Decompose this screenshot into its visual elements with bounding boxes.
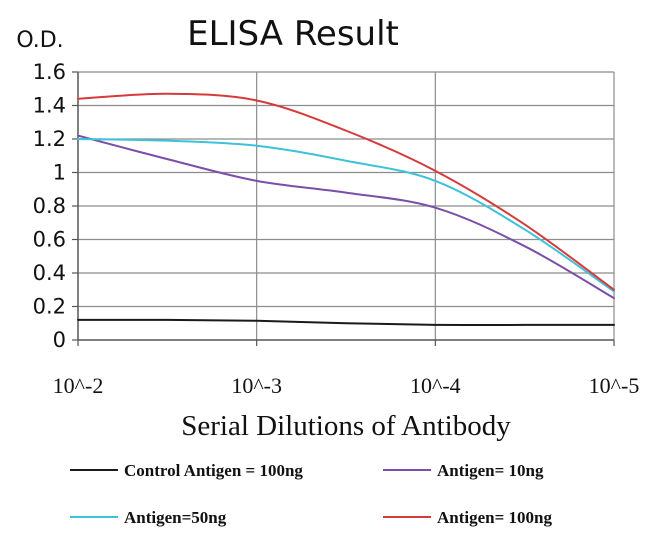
legend-label-1: Antigen= 10ng bbox=[437, 461, 544, 480]
y-tick-label: 0.2 bbox=[33, 295, 66, 319]
y-tick-label: 0.4 bbox=[33, 261, 66, 285]
series-line-3 bbox=[77, 92, 615, 291]
series-line-1 bbox=[77, 134, 615, 300]
x-tick-label: 10^-4 bbox=[410, 373, 461, 398]
y-axis-label: O.D. bbox=[16, 28, 63, 53]
legend: Control Antigen = 100ng Antigen= 10ng Anti… bbox=[70, 461, 553, 527]
y-tick-label: 1.4 bbox=[33, 94, 66, 118]
y-tick-label: 1.6 bbox=[33, 60, 66, 84]
chart-title: ELISA Result bbox=[187, 14, 399, 54]
y-tick-label: 1.2 bbox=[33, 127, 66, 151]
series-lines bbox=[77, 92, 615, 327]
y-tick-label: 0.6 bbox=[33, 228, 66, 252]
y-tick-label: 1 bbox=[53, 161, 66, 185]
tick-labels: 0 0.2 0.4 0.6 0.8 1 1.2 1.4 1.6 10^-2 10^-3 10^-4 10… bbox=[33, 60, 640, 398]
series-line-0 bbox=[77, 318, 615, 327]
legend-label-2: Antigen=50ng bbox=[124, 508, 227, 527]
axes bbox=[72, 71, 615, 346]
x-tick-label: 10^-3 bbox=[231, 373, 282, 398]
x-axis-label: Serial Dilutions of Antibody bbox=[181, 410, 511, 442]
legend-label-3: Antigen= 100ng bbox=[437, 508, 553, 527]
legend-label-0: Control Antigen = 100ng bbox=[124, 461, 303, 480]
y-tick-label: 0.8 bbox=[33, 194, 66, 218]
series-line-2 bbox=[77, 138, 615, 293]
x-tick-label: 10^-2 bbox=[53, 373, 104, 398]
grid bbox=[77, 71, 615, 340]
x-tick-label: 10^-5 bbox=[589, 373, 640, 398]
y-tick-label: 0 bbox=[53, 328, 66, 352]
